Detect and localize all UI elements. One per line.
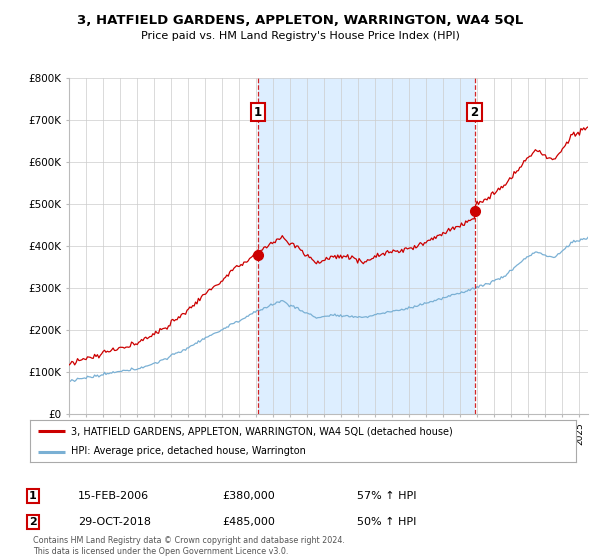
Text: £380,000: £380,000: [222, 491, 275, 501]
Text: 57% ↑ HPI: 57% ↑ HPI: [357, 491, 416, 501]
Text: 1: 1: [29, 491, 37, 501]
Bar: [258, 78, 475, 414]
Text: £485,000: £485,000: [222, 517, 275, 527]
Text: Contains HM Land Registry data © Crown copyright and database right 2024.
This d: Contains HM Land Registry data © Crown c…: [33, 536, 345, 556]
Text: HPI: Average price, detached house, Warrington: HPI: Average price, detached house, Warr…: [71, 446, 306, 456]
Text: 15-FEB-2006: 15-FEB-2006: [78, 491, 149, 501]
Text: 3, HATFIELD GARDENS, APPLETON, WARRINGTON, WA4 5QL (detached house): 3, HATFIELD GARDENS, APPLETON, WARRINGTO…: [71, 426, 453, 436]
Text: Price paid vs. HM Land Registry's House Price Index (HPI): Price paid vs. HM Land Registry's House …: [140, 31, 460, 41]
Text: 2: 2: [470, 105, 479, 119]
Text: 3, HATFIELD GARDENS, APPLETON, WARRINGTON, WA4 5QL: 3, HATFIELD GARDENS, APPLETON, WARRINGTO…: [77, 14, 523, 27]
Text: 50% ↑ HPI: 50% ↑ HPI: [357, 517, 416, 527]
Text: 29-OCT-2018: 29-OCT-2018: [78, 517, 151, 527]
Text: 1: 1: [254, 105, 262, 119]
Text: 2: 2: [29, 517, 37, 527]
